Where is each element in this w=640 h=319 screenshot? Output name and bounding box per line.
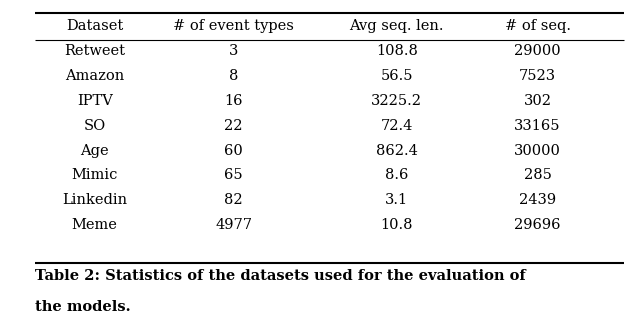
Text: Mimic: Mimic [72, 168, 118, 182]
Text: 302: 302 [524, 94, 552, 108]
Text: Avg seq. len.: Avg seq. len. [349, 19, 444, 33]
Text: Meme: Meme [72, 218, 118, 232]
Text: Table 2: Statistics of the datasets used for the evaluation of: Table 2: Statistics of the datasets used… [35, 269, 526, 283]
Text: SO: SO [84, 119, 106, 133]
Text: 65: 65 [224, 168, 243, 182]
Text: Retweet: Retweet [64, 44, 125, 58]
Text: 862.4: 862.4 [376, 144, 418, 158]
Text: 285: 285 [524, 168, 552, 182]
Text: the models.: the models. [35, 300, 131, 314]
Text: 10.8: 10.8 [381, 218, 413, 232]
Text: 3: 3 [229, 44, 238, 58]
Text: 30000: 30000 [514, 144, 561, 158]
Text: 33165: 33165 [515, 119, 561, 133]
Text: 3.1: 3.1 [385, 193, 408, 207]
Text: 108.8: 108.8 [376, 44, 418, 58]
Text: 56.5: 56.5 [381, 69, 413, 83]
Text: 29000: 29000 [515, 44, 561, 58]
Text: 3225.2: 3225.2 [371, 94, 422, 108]
Text: 7523: 7523 [519, 69, 556, 83]
Text: 2439: 2439 [519, 193, 556, 207]
Text: 8: 8 [229, 69, 238, 83]
Text: 4977: 4977 [215, 218, 252, 232]
Text: 72.4: 72.4 [381, 119, 413, 133]
Text: 8.6: 8.6 [385, 168, 408, 182]
Text: Linkedin: Linkedin [62, 193, 127, 207]
Text: # of event types: # of event types [173, 19, 294, 33]
Text: Amazon: Amazon [65, 69, 124, 83]
Text: Dataset: Dataset [66, 19, 124, 33]
Text: 16: 16 [225, 94, 243, 108]
Text: IPTV: IPTV [77, 94, 113, 108]
Text: 22: 22 [225, 119, 243, 133]
Text: # of seq.: # of seq. [504, 19, 571, 33]
Text: 29696: 29696 [515, 218, 561, 232]
Text: 82: 82 [224, 193, 243, 207]
Text: 60: 60 [224, 144, 243, 158]
Text: Age: Age [81, 144, 109, 158]
